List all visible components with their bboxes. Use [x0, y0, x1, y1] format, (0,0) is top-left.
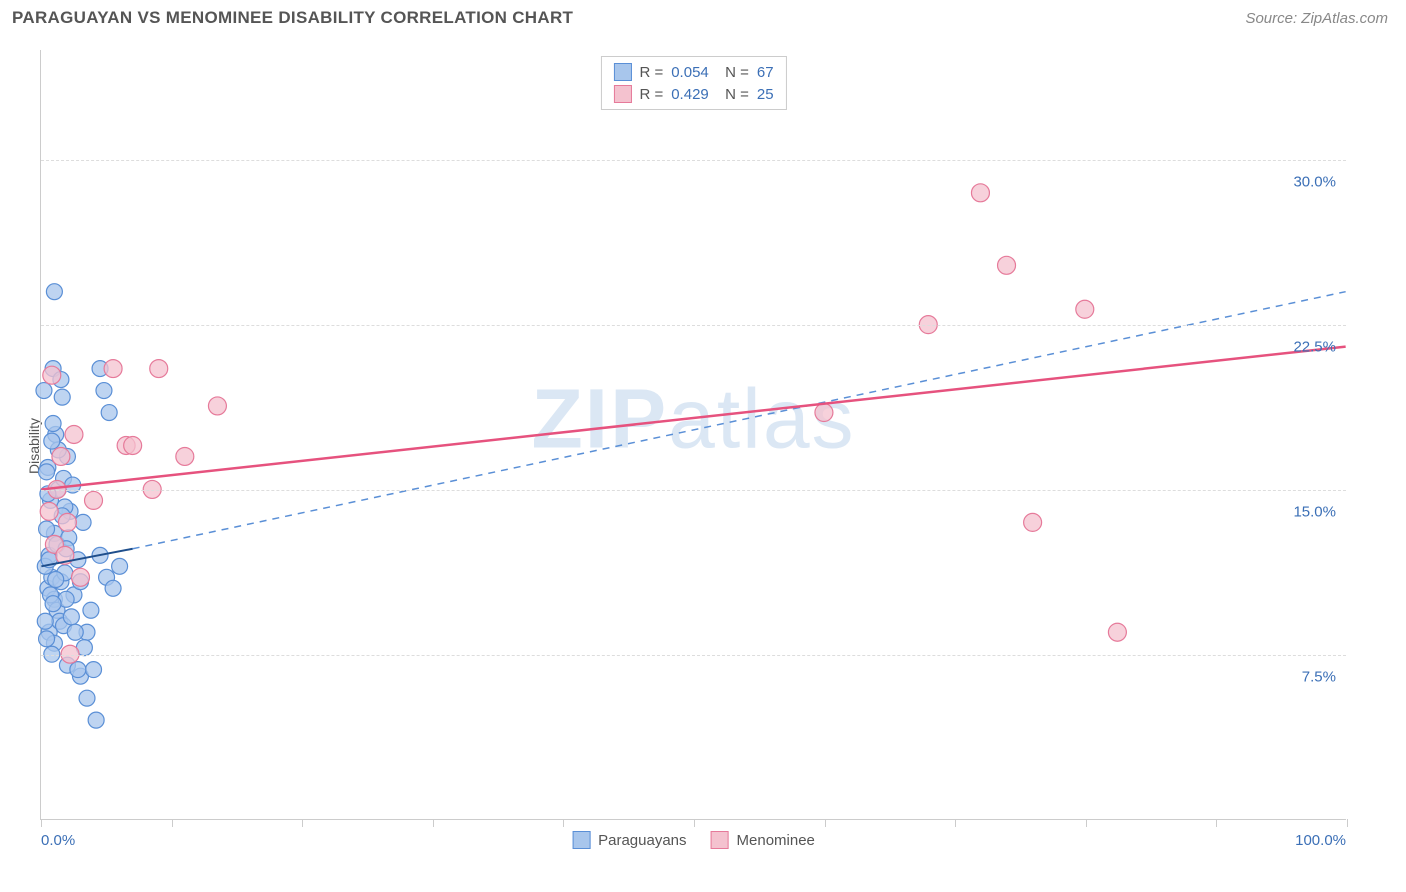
xtick [41, 819, 42, 827]
source-attribution: Source: ZipAtlas.com [1245, 10, 1388, 27]
chart-header: PARAGUAYAN VS MENOMINEE DISABILITY CORRE… [0, 0, 1406, 32]
data-point [105, 580, 121, 596]
data-point [112, 558, 128, 574]
data-point [45, 596, 61, 612]
legend-item-paraguayans: Paraguayans [572, 831, 686, 849]
data-point [150, 360, 168, 378]
chart-plot-area: ZIPatlas R = 0.054 N = 67 R = 0.429 N = … [40, 50, 1346, 820]
xtick [433, 819, 434, 827]
gridline [41, 655, 1346, 656]
data-point [70, 662, 86, 678]
data-point [39, 464, 55, 480]
data-point [45, 416, 61, 432]
data-point [208, 397, 226, 415]
data-point [124, 436, 142, 454]
stats-row-paraguayans: R = 0.054 N = 67 [613, 61, 773, 83]
xtick [302, 819, 303, 827]
data-point [54, 389, 70, 405]
xtick [1347, 819, 1348, 827]
data-point [1076, 300, 1094, 318]
xtick [172, 819, 173, 827]
stats-legend: R = 0.054 N = 67 R = 0.429 N = 25 [600, 56, 786, 110]
data-point [1024, 513, 1042, 531]
swatch-menominee [613, 85, 631, 103]
data-point [88, 712, 104, 728]
stats-row-menominee: R = 0.429 N = 25 [613, 83, 773, 105]
data-point [46, 284, 62, 300]
data-point [176, 447, 194, 465]
xtick-label: 100.0% [1295, 832, 1346, 849]
xtick [1086, 819, 1087, 827]
data-point [63, 609, 79, 625]
series-legend: Paraguayans Menominee [572, 831, 815, 849]
ytick-label: 22.5% [1293, 339, 1336, 356]
xtick [825, 819, 826, 827]
xtick [1216, 819, 1217, 827]
xtick [694, 819, 695, 827]
data-point [971, 184, 989, 202]
legend-swatch-menominee [711, 831, 729, 849]
data-point [39, 521, 55, 537]
data-point [1108, 623, 1126, 641]
data-point [86, 662, 102, 678]
data-point [104, 360, 122, 378]
legend-item-menominee: Menominee [711, 831, 815, 849]
data-point [39, 631, 55, 647]
r-value-paraguayans: 0.054 [671, 64, 709, 81]
xtick-label: 0.0% [41, 832, 75, 849]
data-point [101, 405, 117, 421]
data-point [43, 366, 61, 384]
legend-swatch-paraguayans [572, 831, 590, 849]
data-point [37, 613, 53, 629]
legend-label-paraguayans: Paraguayans [598, 832, 686, 849]
swatch-paraguayans [613, 63, 631, 81]
data-point [65, 426, 83, 444]
data-point [36, 383, 52, 399]
data-point [71, 568, 89, 586]
n-value-menominee: 25 [757, 86, 774, 103]
data-point [40, 502, 58, 520]
data-point [815, 404, 833, 422]
xtick [955, 819, 956, 827]
chart-title: PARAGUAYAN VS MENOMINEE DISABILITY CORRE… [12, 8, 573, 28]
data-point [998, 256, 1016, 274]
data-point [52, 447, 70, 465]
legend-label-menominee: Menominee [737, 832, 815, 849]
data-point [83, 602, 99, 618]
data-point [48, 572, 64, 588]
data-point [44, 433, 60, 449]
gridline [41, 490, 1346, 491]
data-point [67, 624, 83, 640]
scatter-plot-svg [41, 50, 1346, 819]
r-value-menominee: 0.429 [671, 86, 709, 103]
data-point [58, 513, 76, 531]
ytick-label: 7.5% [1302, 669, 1336, 686]
gridline [41, 160, 1346, 161]
data-point [75, 514, 91, 530]
ytick-label: 30.0% [1293, 174, 1336, 191]
ytick-label: 15.0% [1293, 504, 1336, 521]
n-value-paraguayans: 67 [757, 64, 774, 81]
data-point [96, 383, 112, 399]
data-point [79, 690, 95, 706]
gridline [41, 325, 1346, 326]
xtick [563, 819, 564, 827]
data-point [85, 491, 103, 509]
